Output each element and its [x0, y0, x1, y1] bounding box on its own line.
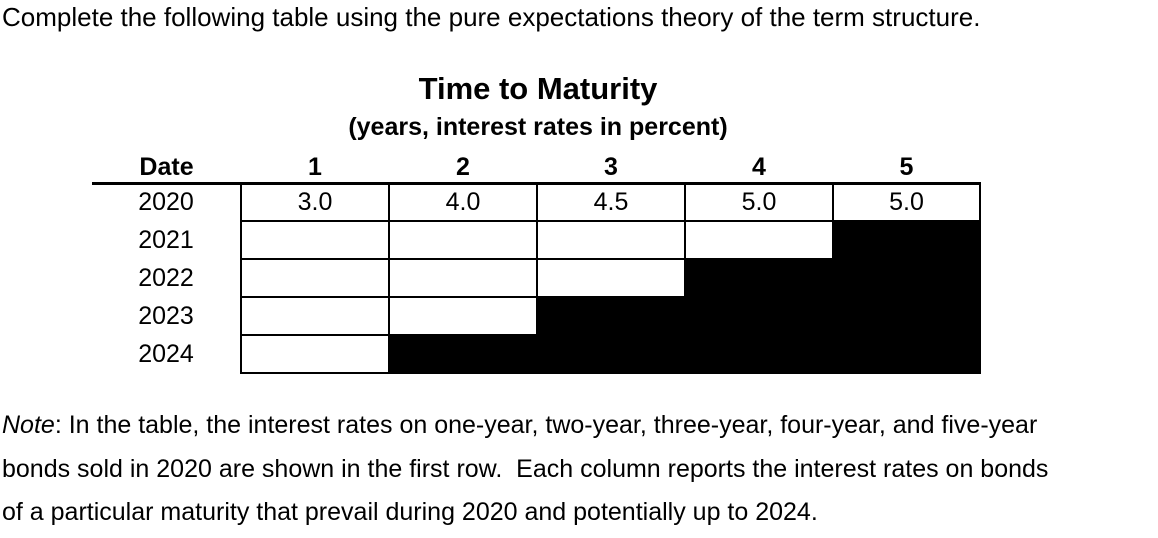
empty-rate-cell [240, 258, 390, 298]
empty-rate-cell [388, 258, 538, 298]
empty-rate-cell [388, 220, 538, 260]
table-row: 2024 [92, 334, 981, 374]
table-row: 2020 3.0 4.0 4.5 5.0 5.0 [92, 182, 981, 222]
empty-rate-cell [536, 258, 686, 298]
maturity-column-header-3: 3 [537, 150, 685, 185]
note-line-1: Note: In the table, the interest rates o… [2, 404, 1157, 448]
maturity-table-body: 2020 3.0 4.0 4.5 5.0 5.0 2021 2022 2023 2024 [92, 182, 981, 374]
rate-cell: 4.0 [388, 182, 538, 222]
blocked-cell [684, 258, 834, 298]
row-date-label: 2023 [138, 301, 194, 330]
instruction-text: Complete the following table using the p… [2, 2, 981, 32]
note-line-2: bonds sold in 2020 are shown in the firs… [2, 454, 1049, 483]
maturity-column-header-1: 1 [241, 150, 389, 185]
rate-cell: 5.0 [832, 182, 981, 222]
table-row: 2023 [92, 296, 981, 336]
maturity-column-header-4: 4 [685, 150, 833, 185]
rate-cell: 3.0 [240, 182, 390, 222]
maturity-column-header-5: 5 [833, 150, 980, 185]
note-block: Note: In the table, the interest rates o… [2, 404, 1157, 535]
blocked-cell [832, 334, 981, 374]
blocked-cell [388, 334, 538, 374]
blocked-cell [684, 296, 834, 336]
empty-rate-cell [536, 220, 686, 260]
rate-cell: 4.5 [536, 182, 686, 222]
table-row: 2021 [92, 220, 981, 260]
header-row: Date 1 2 3 4 5 [92, 150, 980, 185]
blocked-cell [684, 334, 834, 374]
maturity-table: Date 1 2 3 4 5 2020 3.0 4.0 4.5 5.0 5.0 2021 20… [92, 150, 981, 374]
blocked-cell [832, 220, 981, 260]
blocked-cell [832, 258, 981, 298]
table-row: 2022 [92, 258, 981, 298]
note-line-3: of a particular maturity that prevail du… [2, 498, 818, 526]
empty-rate-cell [684, 220, 834, 260]
empty-rate-cell [240, 296, 390, 336]
row-date-label: 2021 [138, 225, 194, 254]
table-title-block: Time to Maturity (years, interest rates … [92, 72, 984, 142]
note-label: Note [2, 411, 55, 439]
blocked-cell [536, 334, 686, 374]
row-date-label: 2020 [138, 188, 194, 217]
rate-cell: 5.0 [684, 182, 834, 222]
empty-rate-cell [388, 296, 538, 336]
date-column-header: Date [92, 150, 241, 185]
note-line-1-text: : In the table, the interest rates on on… [54, 411, 1038, 439]
table-title: Time to Maturity [418, 71, 658, 106]
row-date-label: 2022 [138, 263, 194, 292]
row-date-label: 2024 [138, 339, 194, 368]
maturity-column-header-2: 2 [389, 150, 537, 185]
empty-rate-cell [240, 334, 390, 374]
table-subtitle: (years, interest rates in percent) [348, 113, 728, 141]
blocked-cell [536, 296, 686, 336]
empty-rate-cell [240, 220, 390, 260]
blocked-cell [832, 296, 981, 336]
